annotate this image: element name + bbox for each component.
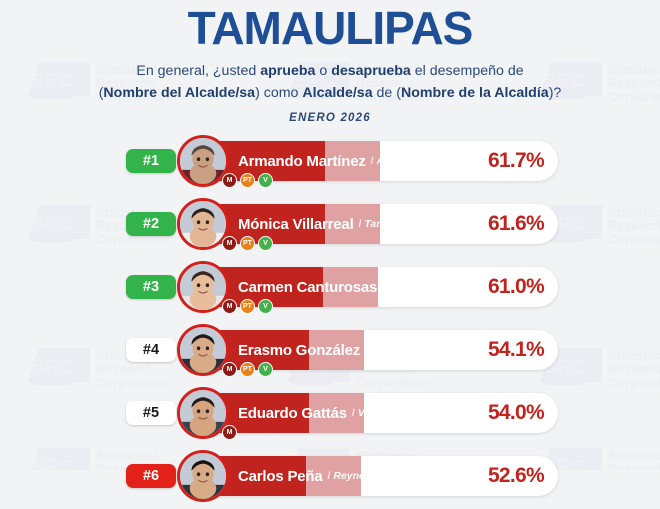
approval-percent: 54.1% [487, 338, 545, 361]
party-morena-icon: M [222, 425, 237, 440]
ranking-row[interactable]: #5 Eduardo Gattás Victoria 54.0% M [0, 383, 660, 446]
approval-bar: Armando Martínez Altamira 61.7% [200, 141, 558, 181]
rank-badge: #4 [126, 338, 176, 362]
candidate-city: Altamira [371, 155, 419, 167]
candidate-label: Carmen Canturosas Nuevo Laredo [238, 267, 458, 307]
candidate-photo [177, 387, 229, 439]
approval-percent: 52.6% [487, 464, 545, 487]
party-pt-icon: PT [240, 299, 255, 314]
party-pt-icon: PT [240, 362, 255, 377]
avatar-illustration [180, 138, 226, 184]
candidate-photo [177, 135, 229, 187]
approval-percent: 61.0% [487, 275, 545, 298]
approval-bar: Carlos Peña Reynosa 52.6% [200, 456, 558, 496]
party-pvem-icon: V [258, 299, 273, 314]
approval-bar: Erasmo González CD. Madero 54.1% [200, 330, 558, 370]
candidate-label: Eduardo Gattás Victoria [238, 393, 396, 433]
rank-badge: #1 [126, 149, 176, 173]
party-morena-icon: M [222, 299, 237, 314]
ranking-row[interactable]: #6 Carlos Peña Reynosa 52.6% [0, 446, 660, 509]
candidate-label: Erasmo González CD. Madero [238, 330, 429, 370]
candidate-label: Carlos Peña Reynosa [238, 456, 377, 496]
survey-question: En general, ¿usted aprueba o desaprueba … [0, 60, 660, 104]
candidate-city: Victoria [352, 407, 396, 419]
approval-percent: 54.0% [487, 401, 545, 424]
candidate-city: Nuevo Laredo [382, 281, 458, 293]
avatar-illustration [180, 453, 226, 499]
candidate-city: Reynosa [328, 470, 377, 482]
party-pt-icon: PT [240, 173, 255, 188]
party-logos: M [222, 425, 237, 440]
avatar-illustration [180, 327, 226, 373]
avatar-illustration [180, 201, 226, 247]
party-morena-icon: M [222, 173, 237, 188]
approval-bar: Eduardo Gattás Victoria 54.0% [200, 393, 558, 433]
candidate-name: Carlos Peña [238, 467, 323, 485]
candidate-photo [177, 324, 229, 376]
rank-badge: #5 [126, 401, 176, 425]
rank-badge: #3 [126, 275, 176, 299]
candidate-city: Tampico [359, 218, 407, 230]
avatar-illustration [180, 390, 226, 436]
party-pt-icon: PT [240, 236, 255, 251]
approval-percent: 61.7% [487, 149, 545, 172]
party-morena-icon: M [222, 236, 237, 251]
page-title: TAMAULIPAS [187, 2, 474, 54]
candidate-photo [177, 450, 229, 502]
party-logos: M PT V [222, 362, 273, 377]
survey-period: ENERO 2026 [289, 112, 371, 124]
party-pvem-icon: V [258, 173, 273, 188]
question-line-1: En general, ¿usted aprueba o desaprueba … [136, 63, 524, 79]
candidate-name: Eduardo Gattás [238, 404, 347, 422]
party-logos: M PT V [222, 236, 273, 251]
approval-percent: 61.6% [487, 212, 545, 235]
candidate-photo [177, 198, 229, 250]
candidate-label: Armando Martínez Altamira [238, 141, 419, 181]
candidate-city: CD. Madero [365, 344, 429, 356]
candidate-name: Mónica Villarreal [238, 215, 354, 233]
candidate-label: Mónica Villarreal Tampico [238, 204, 407, 244]
party-pvem-icon: V [258, 362, 273, 377]
candidate-name: Armando Martínez [238, 152, 366, 170]
candidate-photo [177, 261, 229, 313]
party-pvem-icon: V [258, 236, 273, 251]
rank-badge: #2 [126, 212, 176, 236]
header: TAMAULIPAS En general, ¿usted aprueba o … [0, 0, 660, 124]
party-logos: M PT V [222, 299, 273, 314]
question-line-2: (Nombre del Alcalde/sa) como Alcalde/sa … [98, 85, 562, 101]
rank-badge: #6 [126, 464, 176, 488]
avatar-illustration [180, 264, 226, 310]
party-logos: M PT V [222, 173, 273, 188]
candidate-name: Erasmo González [238, 341, 361, 359]
party-morena-icon: M [222, 362, 237, 377]
candidate-name: Carmen Canturosas [238, 278, 378, 296]
